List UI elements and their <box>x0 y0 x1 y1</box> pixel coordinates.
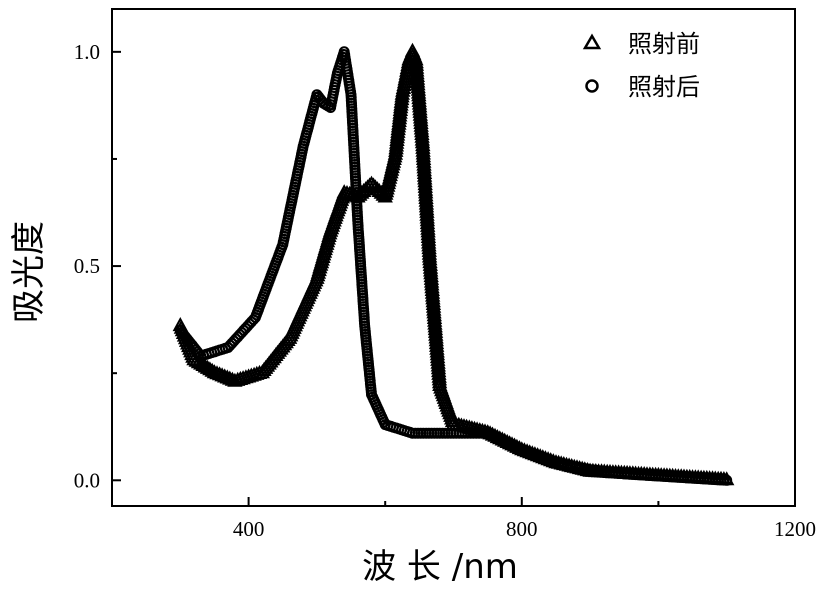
chart-marks <box>174 45 732 485</box>
legend-circle-icon <box>587 81 598 92</box>
x-axis-title: 波 长 /nm <box>362 547 518 587</box>
y-tick-label: 0.5 <box>74 254 100 278</box>
y-tick-label: 1.0 <box>74 40 100 64</box>
y-axis-title: 吸光度 <box>9 221 49 323</box>
legend-item-after: 照射后 <box>587 73 701 101</box>
legend-triangle-icon <box>585 36 599 48</box>
legend-label-after: 照射后 <box>628 73 700 101</box>
axis-tick-labels: 400 800 1200 0.0 0.5 1.0 <box>74 40 816 541</box>
x-tick-label: 400 <box>233 517 265 541</box>
x-tick-label: 1200 <box>774 517 816 541</box>
legend: 照射前 照射后 <box>585 30 700 101</box>
legend-label-before: 照射前 <box>628 30 700 58</box>
y-tick-label: 0.0 <box>74 468 100 492</box>
legend-item-before: 照射前 <box>585 30 700 58</box>
x-tick-label: 800 <box>506 517 538 541</box>
series-before <box>174 45 732 485</box>
